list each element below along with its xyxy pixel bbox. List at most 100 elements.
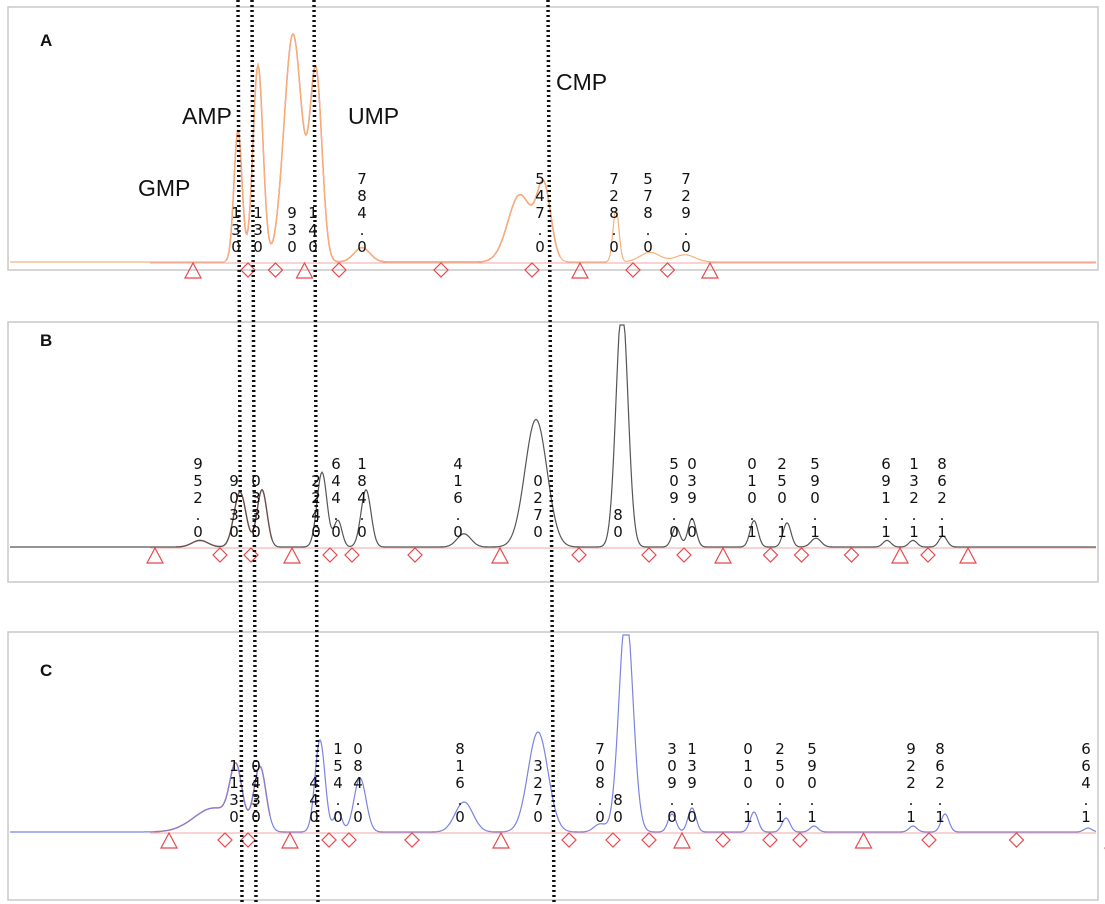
peak-label-char: 0 <box>681 238 691 256</box>
reference-dotted-line <box>312 0 320 904</box>
peak-label-char: . <box>672 506 677 524</box>
peak-label-char: 7 <box>681 170 691 188</box>
peak-label-char: 7 <box>535 204 545 222</box>
peak-label-char: 0 <box>747 489 757 507</box>
peak-label-char: 2 <box>311 489 321 507</box>
panel-label-a: A <box>40 31 52 50</box>
panel-a-trace-group: 1 3 01 3 09 3 01 4 07 8 4. 05 4 7. 07 2 8. 05 7 8. 07 2 9. 0 <box>10 32 1096 279</box>
peak-label-char: 1 <box>229 757 239 775</box>
compound-label-ump: UMP <box>348 103 399 129</box>
peak-boundary-diamond-marker <box>792 832 808 848</box>
peak-label-char: 1 <box>455 757 465 775</box>
peak-label-char: 0 <box>229 489 239 507</box>
peak-boundary-triangle-marker <box>283 546 301 564</box>
peak-label-char: 1 <box>881 523 891 541</box>
peak-boundary-triangle-marker <box>891 546 909 564</box>
panel-a-trace <box>10 32 1096 263</box>
peak-label-char: 1 <box>747 523 757 541</box>
peak-label-char: 0 <box>613 523 623 541</box>
peak-label-char: 1 <box>357 455 367 473</box>
peak-boundary-diamond-marker <box>605 832 621 848</box>
peak-boundary-diamond-marker <box>793 547 810 563</box>
peak-boundary-diamond-marker <box>641 547 657 563</box>
peak-boundary-diamond-marker <box>843 547 860 563</box>
reference-dotted-line <box>546 0 556 904</box>
peak-label-char: 0 <box>535 238 545 256</box>
peak-label-char: 0 <box>747 455 757 473</box>
peak-boundary-diamond-marker <box>641 832 657 848</box>
peak-label-char: 0 <box>667 808 677 826</box>
peak-boundary-diamond-marker <box>344 547 360 563</box>
peak-label-char: . <box>813 506 818 524</box>
peak-label-char: 8 <box>353 757 363 775</box>
peak-label-char: . <box>690 506 695 524</box>
peak-label-char: 9 <box>807 757 817 775</box>
peak-label-char: 1 <box>937 523 947 541</box>
peak-label-char: 0 <box>743 774 753 792</box>
peak-label-char: 0 <box>357 238 367 256</box>
peak-label-char: 6 <box>331 455 341 473</box>
peak-label-char: . <box>336 791 341 809</box>
peak-label-char: 8 <box>613 506 623 524</box>
peak-boundary-diamond-marker <box>676 547 692 563</box>
peak-label-char: 5 <box>777 472 787 490</box>
peak-label-char: 4 <box>353 774 363 792</box>
peak-label-char: . <box>912 506 917 524</box>
peak-boundary-diamond-marker <box>524 262 540 278</box>
peak-boundary-diamond-marker <box>571 547 587 563</box>
peak-label-char: 9 <box>287 204 297 222</box>
peak-boundary-diamond-marker <box>240 832 256 848</box>
peak-boundary-diamond-marker <box>715 832 731 848</box>
panel-a-frame <box>7 6 1099 271</box>
peak-label-char: 9 <box>906 740 916 758</box>
peak-label-char: 0 <box>667 757 677 775</box>
peak-label-char: 3 <box>229 506 239 524</box>
peak-label-char: 0 <box>331 523 341 541</box>
peak-label-char: 1 <box>743 808 753 826</box>
peak-label-char: . <box>684 221 689 239</box>
reference-dotted-line <box>250 0 258 904</box>
peak-boundary-triangle-marker <box>959 546 977 564</box>
peak-boundary-diamond-marker <box>267 262 284 278</box>
peak-label-char: 0 <box>231 238 241 256</box>
peak-label-char: 7 <box>595 740 605 758</box>
peak-label-char: 2 <box>937 489 947 507</box>
peak-label-char: . <box>196 506 201 524</box>
peak-boundary-triangle-marker <box>281 831 299 849</box>
peak-label-char: 7 <box>533 791 543 809</box>
peak-label-char: 0 <box>810 489 820 507</box>
peak-label-char: 0 <box>775 774 785 792</box>
peak-boundary-diamond-marker <box>322 547 338 563</box>
peak-label-char: 0 <box>595 757 605 775</box>
peak-label-char: 6 <box>455 774 465 792</box>
peak-label-char: 8 <box>613 791 623 809</box>
panel-c-trace-group: 11300430440154.0084.0816.03270708.080309… <box>10 634 1105 849</box>
peak-label-char: 5 <box>193 472 203 490</box>
peak-label-char: 1 <box>935 808 945 826</box>
peak-label-char: 9 <box>687 489 697 507</box>
panel-label-b: B <box>40 331 52 350</box>
peak-label-char: 0 <box>229 523 239 541</box>
peak-boundary-diamond-marker <box>240 262 256 278</box>
peak-boundary-diamond-marker <box>407 547 423 563</box>
peak-label-char: . <box>1084 791 1089 809</box>
peak-label-char: 9 <box>687 774 697 792</box>
peak-label-char: 4 <box>535 187 545 205</box>
peak-label-char: . <box>884 506 889 524</box>
peak-label-char: 6 <box>935 757 945 775</box>
peak-label-char: 0 <box>613 808 623 826</box>
panel-b-trace <box>10 324 1096 548</box>
